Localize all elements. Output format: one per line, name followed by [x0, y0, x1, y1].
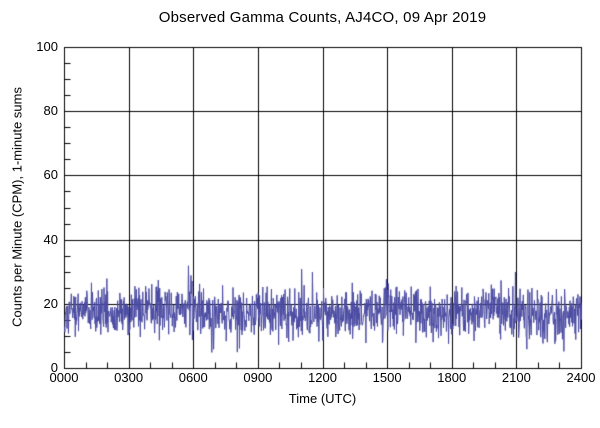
x-tick-label: 2100: [501, 370, 531, 385]
y-tick-label: 20: [43, 295, 58, 311]
x-tick-label: 0900: [243, 370, 273, 385]
x-tick-label: 0000: [49, 370, 79, 385]
y-tick-label: 40: [43, 231, 58, 247]
y-tick-label: 100: [36, 39, 58, 54]
x-tick-label: 1200: [308, 370, 337, 385]
y-tick-label: 60: [43, 167, 58, 183]
chart-title: Observed Gamma Counts, AJ4CO, 09 Apr 201…: [158, 9, 487, 26]
y-tick-label: 80: [43, 103, 58, 119]
x-tick-label: 1800: [437, 370, 467, 385]
x-tick-label: 2400: [566, 370, 596, 385]
x-tick-label: 0300: [114, 370, 144, 385]
x-axis-label: Time (UTC): [288, 391, 357, 406]
x-tick-label: 1500: [372, 370, 402, 385]
x-tick-label: 0600: [178, 370, 208, 385]
y-axis-label: Counts per Minute (CPM), 1-minute sums: [9, 87, 25, 327]
y-tick-label: 0: [50, 360, 58, 375]
